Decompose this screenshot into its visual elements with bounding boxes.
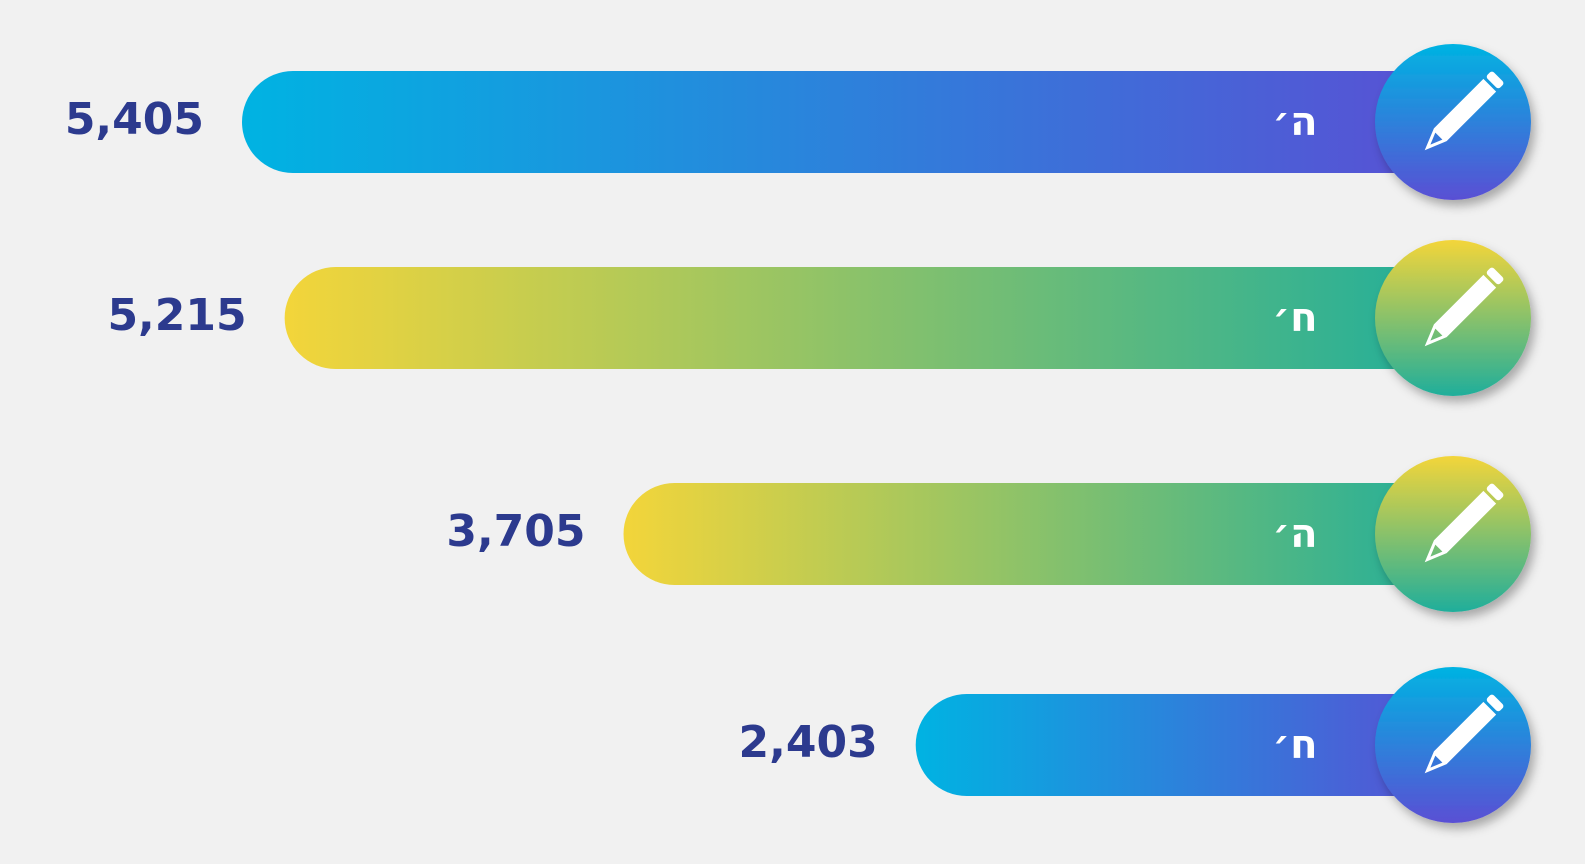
value-label: 5,405 [65, 94, 204, 145]
bar [284, 267, 1455, 369]
category-label: ח׳ [1272, 295, 1317, 341]
bar [915, 694, 1455, 796]
pencil-eraser [1486, 694, 1504, 712]
pencil-icon [1424, 267, 1504, 347]
category-label: ח׳ [1272, 722, 1317, 768]
pencil-icon [1424, 694, 1504, 774]
pencil-icon [1424, 483, 1504, 563]
pencil-body [1424, 78, 1497, 151]
value-label: 5,215 [107, 290, 246, 341]
pencil-body [1424, 274, 1497, 347]
category-label: ה׳ [1272, 99, 1317, 145]
category-label: ה׳ [1272, 511, 1317, 557]
pencil-eraser [1486, 483, 1504, 501]
value-label: 2,403 [739, 717, 878, 768]
pencil-eraser [1486, 267, 1504, 285]
pencil-body [1424, 701, 1497, 774]
pencil-body [1424, 490, 1497, 563]
value-label: 3,705 [446, 506, 585, 557]
bar [242, 71, 1455, 173]
pencil-eraser [1486, 71, 1504, 89]
bar [623, 483, 1455, 585]
pencil-icon [1424, 71, 1504, 151]
